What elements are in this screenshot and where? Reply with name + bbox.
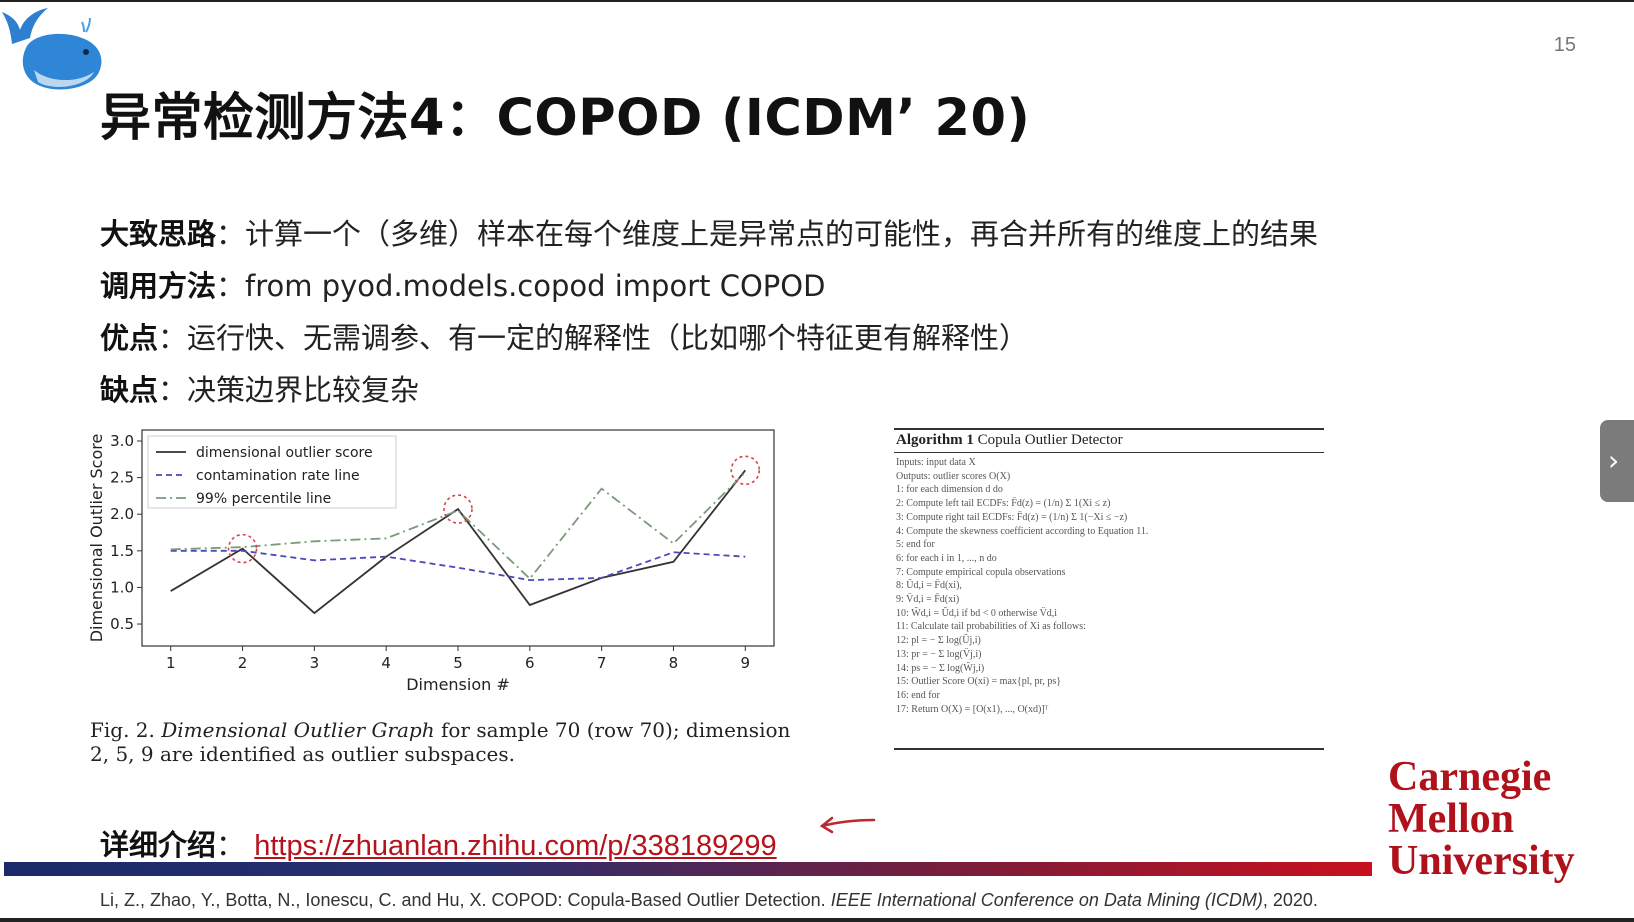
page-number: 15 (1553, 34, 1576, 56)
bullet-label: 调用方法 (100, 269, 217, 303)
y-tick-label: 0.5 (110, 615, 134, 633)
x-tick-label: 2 (238, 654, 248, 672)
whale-logo-icon (2, 4, 112, 96)
y-tick-label: 1.0 (110, 578, 134, 596)
algorithm-line: 13: pr = − Σ log(V̂j,i) (896, 648, 982, 660)
algorithm-line: 16: end for (896, 689, 940, 701)
algorithm-line: 6: for each i in 1, ..., n do (896, 552, 997, 564)
algorithm-line: 12: pl = − Σ log(Ûj,i) (896, 635, 981, 647)
x-tick-label: 4 (381, 654, 391, 672)
x-tick-label: 7 (597, 654, 607, 672)
algorithm-lines: Inputs: input data X Outputs: outlier sco… (896, 456, 1322, 716)
caption-rest: for sample 70 (row 70); dimension 2, 5, … (90, 718, 791, 766)
algorithm-line: 1: for each dimension d do (896, 484, 1003, 496)
bullet-list: 大致思路：计算一个（多维）样本在每个维度上是异常点的可能性，再合并所有的维度上的… (100, 208, 1318, 416)
algorithm-line: 3: Compute right tail ECDFs: F̄d(z) = (1… (896, 511, 1128, 523)
bullet-cons: 缺点：决策边界比较复杂 (100, 364, 1318, 416)
outlier-score-chart: 0.5 1.0 1.5 2.0 2.5 3.0 1 2 3 4 5 6 7 8 9 Dimension # Di… (84, 426, 819, 698)
series-line (170, 549, 746, 582)
citation-venue: IEEE International Conference on Data Mi… (830, 890, 1263, 910)
legend-label: dimensional outlier score (196, 445, 373, 461)
y-tick-label: 2.0 (110, 505, 134, 523)
x-tick-label: 5 (453, 654, 463, 672)
slide-title: 异常检测方法4：COPOD (ICDM’ 20) (100, 89, 1031, 148)
algorithm-title: Copula Outlier Detector (977, 432, 1123, 448)
zhihu-link[interactable]: https://zhuanlan.zhihu.com/p/338189299 (254, 830, 777, 862)
y-tick-label: 3.0 (110, 432, 134, 450)
citation: Li, Z., Zhao, Y., Botta, N., Ionescu, C.… (100, 890, 1318, 911)
algorithm-line: Outputs: outlier scores O(X) (896, 470, 1011, 482)
detail-link-row: 详细介绍： https://zhuanlan.zhihu.com/p/33818… (100, 822, 777, 864)
x-tick-label: 9 (740, 654, 750, 672)
algorithm-line: 14: ps = − Σ log(Ŵj,i) (896, 662, 985, 674)
y-tick-label: 1.5 (110, 542, 134, 560)
algorithm-line: 4: Compute the skewness coefficient acco… (896, 525, 1149, 537)
algorithm-number: Algorithm 1 (896, 432, 974, 448)
bullet-text: ：运行快、无需调参、有一定的解释性（比如哪个特征更有解释性） (158, 321, 1029, 355)
series-line (170, 471, 746, 580)
bullet-pros: 优点：运行快、无需调参、有一定的解释性（比如哪个特征更有解释性） (100, 312, 1318, 364)
algorithm-line: 5: end for (896, 539, 935, 551)
citation-plain: Li, Z., Zhao, Y., Botta, N., Ionescu, C.… (100, 890, 831, 910)
algorithm-line: 17: Return O(X) = [O(x1), ..., O(xd)]ᵀ (896, 703, 1049, 715)
legend-box (147, 435, 397, 509)
series-line (170, 469, 746, 615)
cmu-logo: Carnegie Mellon University (1388, 756, 1575, 882)
caption-prefix: Fig. 2. (90, 718, 155, 742)
y-axis-label: Dimensional Outlier Score (87, 434, 106, 643)
bullet-text: ：决策边界比较复杂 (158, 373, 420, 407)
figure-caption: Fig. 2. Dimensional Outlier Graph for sa… (90, 718, 810, 766)
x-tick-label: 8 (669, 654, 679, 672)
x-axis-label: Dimension # (406, 675, 510, 694)
x-tick-label: 6 (525, 654, 535, 672)
detail-label: 详细介绍 (100, 828, 217, 862)
caption-italic: Dimensional Outlier Graph (161, 718, 435, 742)
cmu-logo-line: Mellon (1388, 796, 1514, 842)
chevron-right-icon: › (1608, 444, 1620, 477)
outlier-highlight-circle (443, 494, 473, 524)
bullet-idea: 大致思路：计算一个（多维）样本在每个维度上是异常点的可能性，再合并所有的维度上的… (100, 208, 1318, 260)
x-tick-label: 3 (310, 654, 320, 672)
algorithm-line: 2: Compute left tail ECDFs: F̂d(z) = (1/… (896, 498, 1111, 510)
bullet-text: ：from pyod.models.copod import COPOD (216, 269, 826, 303)
citation-tail: , 2020. (1262, 890, 1318, 910)
algorithm-rule-top (894, 428, 1324, 430)
algorithm-line: 7: Compute empirical copula observations (896, 566, 1066, 578)
algorithm-rule-mid (894, 452, 1324, 453)
cmu-logo-line: Carnegie (1388, 754, 1552, 800)
detail-colon: ： (216, 828, 246, 862)
y-tick-label: 2.5 (110, 469, 134, 487)
bullet-text: ：计算一个（多维）样本在每个维度上是异常点的可能性，再合并所有的维度上的结果 (216, 217, 1319, 251)
algorithm-rule-bottom (894, 748, 1324, 750)
footer-gradient-bar (4, 862, 1372, 876)
algorithm-line: 8: Ûd,i = F̂d(xi), (896, 580, 962, 592)
legend-label: contamination rate line (196, 468, 360, 484)
algorithm-line: 11: Calculate tail probabilities of Xi a… (896, 621, 1086, 633)
algorithm-line: Inputs: input data X (896, 457, 976, 468)
legend-label: 99% percentile line (196, 491, 331, 507)
outlier-highlight-circle (227, 533, 258, 564)
algorithm-box: Algorithm 1 Copula Outlier Detector Inpu… (894, 428, 1324, 750)
algorithm-line: 15: Outlier Score O(xi) = max{pl, pr, ps… (896, 676, 1062, 688)
hand-drawn-arrow-icon (818, 812, 878, 838)
chart-svg: 0.5 1.0 1.5 2.0 2.5 3.0 1 2 3 4 5 6 7 8 9 Dimension # Di… (87, 429, 775, 694)
algorithm-line: 10: Ŵd,i = Ûd,i if bd < 0 otherwise V̂d,… (896, 607, 1058, 619)
cmu-logo-line: University (1388, 838, 1575, 884)
bullet-label: 缺点 (100, 373, 159, 407)
bullet-label: 大致思路 (100, 217, 217, 251)
x-tick-label: 1 (166, 654, 176, 672)
algorithm-line: 9: V̂d,i = F̄d(xi) (896, 594, 960, 606)
bullet-usage: 调用方法：from pyod.models.copod import COPOD (100, 260, 1318, 312)
next-slide-tab[interactable]: › (1600, 420, 1634, 502)
algorithm-heading: Algorithm 1 Copula Outlier Detector (896, 432, 1123, 449)
bullet-label: 优点 (100, 321, 159, 355)
